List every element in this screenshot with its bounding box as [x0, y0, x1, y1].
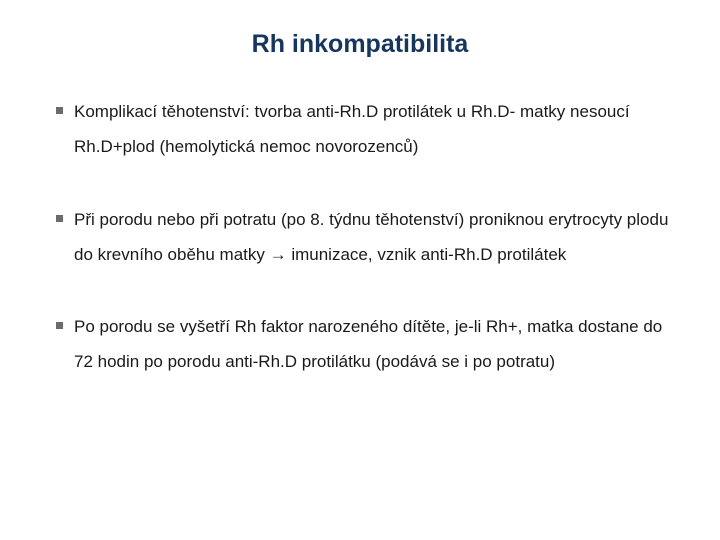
bullet-item: Komplikací těhotenství: tvorba anti-Rh.D…: [56, 95, 684, 165]
slide-container: Rh inkompatibilita Komplikací těhotenstv…: [0, 0, 720, 540]
bullet-item: Po porodu se vyšetří Rh faktor narozenéh…: [56, 310, 684, 380]
bullet-item: Při porodu nebo při potratu (po 8. týdnu…: [56, 203, 684, 273]
slide-title: Rh inkompatibilita: [36, 30, 684, 59]
bullet-list: Komplikací těhotenství: tvorba anti-Rh.D…: [36, 95, 684, 380]
